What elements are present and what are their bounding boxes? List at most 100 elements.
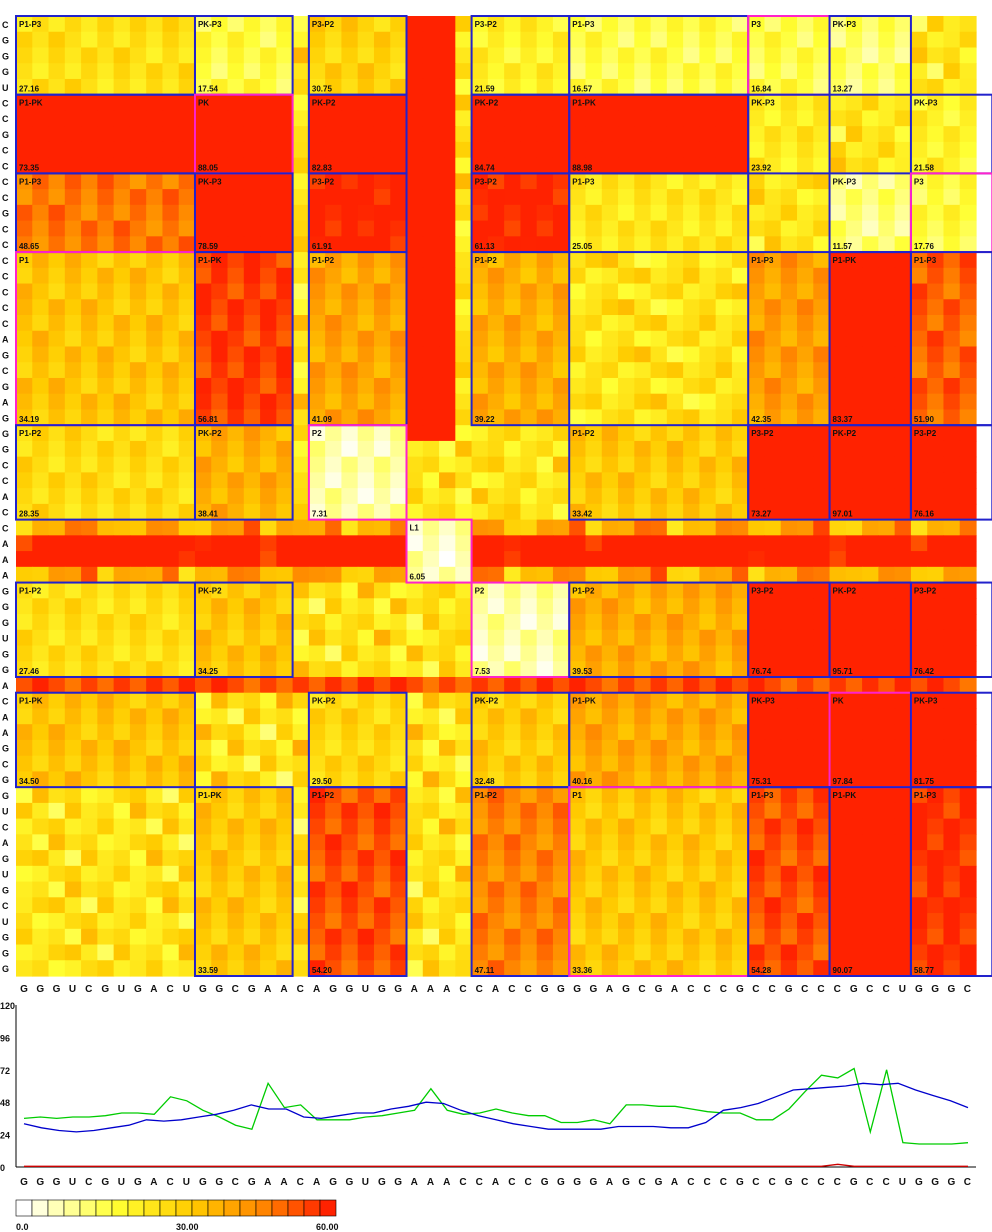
- heatmap-cell: [146, 204, 164, 222]
- heatmap-cell: [308, 834, 326, 851]
- heatmap-cell: [341, 173, 359, 190]
- block-box: [15, 691, 196, 789]
- heatmap-cell: [618, 330, 635, 348]
- heatmap-cell: [699, 582, 717, 599]
- heatmap-cell: [260, 787, 277, 804]
- row-label: C: [2, 256, 9, 266]
- heatmap-cell: [341, 456, 359, 473]
- heatmap-cell: [829, 739, 847, 757]
- heatmap-cell: [585, 315, 603, 332]
- heatmap-cell: [552, 739, 570, 757]
- row-label: A: [2, 555, 9, 565]
- heatmap-cell: [178, 802, 196, 820]
- heatmap-cell: [227, 346, 245, 363]
- heatmap-cell: [520, 787, 538, 804]
- heatmap-cell: [357, 598, 375, 615]
- heatmap-cell: [910, 157, 928, 174]
- block-label: P3: [914, 177, 924, 186]
- heatmap-cell: [16, 267, 33, 285]
- heatmap-cell: [878, 913, 896, 930]
- heatmap-cell: [276, 267, 294, 285]
- heatmap-cell: [910, 881, 928, 898]
- heatmap-cell: [211, 519, 229, 536]
- heatmap-cell: [862, 535, 879, 552]
- heatmap-cell: [650, 315, 668, 332]
- heatmap-cell: [129, 440, 147, 458]
- heatmap-cell: [325, 94, 343, 112]
- heatmap-cell: [113, 503, 131, 521]
- heatmap-cell: [699, 818, 717, 835]
- heatmap-cell: [16, 204, 33, 222]
- heatmap-cell: [569, 928, 587, 946]
- heatmap-cell: [243, 582, 261, 599]
- heatmap-cell: [699, 850, 717, 867]
- heatmap-cell: [422, 676, 440, 694]
- heatmap-cell: [829, 645, 847, 662]
- heatmap-cell: [16, 220, 33, 237]
- heatmap-cell: [715, 204, 733, 222]
- heatmap-cell: [894, 865, 912, 883]
- heatmap-cell: [894, 834, 912, 851]
- heatmap-cell: [894, 566, 912, 584]
- heatmap-cell: [552, 771, 570, 788]
- legend-swatch: [191, 1199, 209, 1217]
- heatmap-cell: [813, 346, 831, 363]
- heatmap-cell: [439, 519, 456, 536]
- heatmap-cell: [422, 645, 440, 662]
- heatmap-cell: [276, 346, 294, 363]
- heatmap-cell: [357, 236, 375, 253]
- heatmap-cell: [146, 850, 164, 867]
- heatmap-cell: [276, 645, 294, 662]
- heatmap-cell: [194, 645, 212, 662]
- heatmap-cell: [211, 818, 229, 835]
- heatmap-cell: [829, 897, 847, 914]
- heatmap-cell: [129, 362, 147, 379]
- heatmap-cell: [471, 661, 489, 678]
- heatmap-cell: [276, 362, 294, 379]
- heatmap-cell: [308, 78, 326, 96]
- heatmap-cell: [650, 78, 668, 96]
- heatmap-cell: [910, 330, 928, 348]
- heatmap-cell: [910, 283, 928, 300]
- heatmap-cell: [585, 802, 603, 820]
- heatmap-cell: [227, 582, 245, 599]
- heatmap-cell: [325, 220, 343, 237]
- heatmap-cell: [634, 881, 652, 898]
- heatmap-cell: [536, 960, 554, 977]
- heatmap-cell: [422, 802, 440, 820]
- heatmap-cell: [129, 236, 147, 253]
- heatmap-cell: [308, 739, 326, 757]
- heatmap-cell: [308, 267, 326, 285]
- heatmap-cell: [64, 456, 82, 473]
- heatmap-cell: [146, 393, 164, 411]
- heatmap-cell: [276, 676, 294, 694]
- heatmap-cell: [862, 834, 879, 851]
- heatmap-cell: [243, 31, 261, 49]
- heatmap-cell: [797, 173, 814, 190]
- heatmap-cell: [455, 566, 473, 584]
- heatmap-cell: [683, 708, 700, 725]
- heatmap-cell: [894, 519, 912, 536]
- heatmap-cell: [129, 960, 147, 977]
- heatmap-cell: [129, 708, 147, 725]
- block-label: PK-P2: [198, 429, 222, 438]
- plot-y-tick: 48: [0, 1098, 10, 1108]
- heatmap-cell: [227, 802, 245, 820]
- heatmap-cell: [878, 535, 896, 552]
- heatmap-cell: [260, 692, 277, 710]
- heatmap-cell: [260, 629, 277, 647]
- heatmap-cell: [943, 519, 961, 536]
- heatmap-cell: [829, 31, 847, 49]
- heatmap-cell: [422, 629, 440, 647]
- heatmap-cell: [845, 377, 863, 395]
- heatmap-cell: [813, 488, 831, 505]
- heatmap-cell: [211, 377, 229, 395]
- heatmap-cell: [862, 315, 879, 332]
- heatmap-cell: [780, 377, 798, 395]
- heatmap-cell: [243, 708, 261, 725]
- heatmap-cell: [129, 110, 147, 127]
- heatmap-cell: [764, 377, 782, 395]
- heatmap-cell: [16, 393, 33, 411]
- column-label: U: [118, 984, 125, 995]
- heatmap-cell: [601, 173, 619, 190]
